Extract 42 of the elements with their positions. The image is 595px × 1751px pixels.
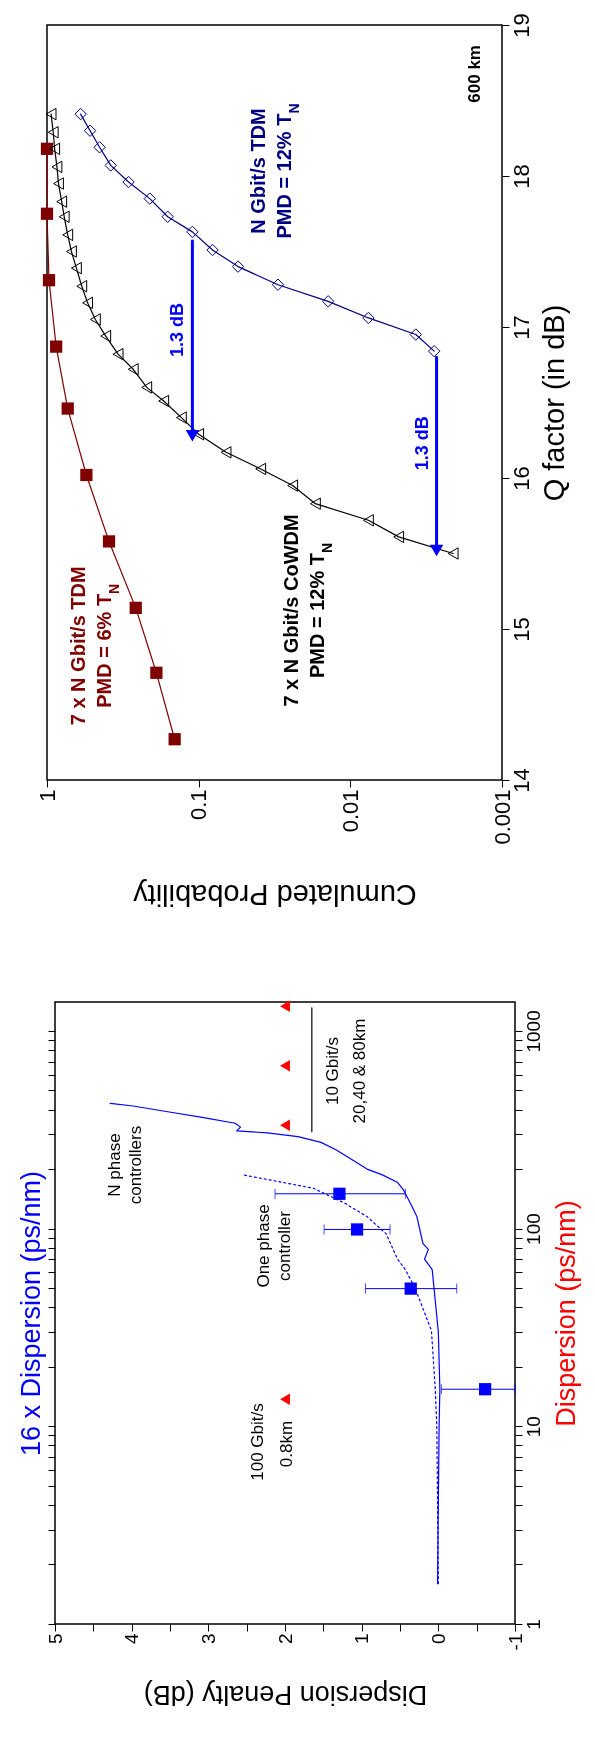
point (350, 1223, 364, 1236)
annotation: 0.8km (277, 1420, 296, 1468)
y-tick-label: 1000 (522, 1010, 544, 1053)
annotation: 100 Gbit/s (248, 1403, 267, 1481)
annotation: One phase controller (254, 1204, 295, 1288)
y-tick-label: 100 (522, 1213, 544, 1245)
point (280, 1119, 290, 1132)
x-tick-label: -1 (504, 1633, 526, 1651)
y-axis-title: Q factor (in dB) (537, 304, 570, 502)
x-tick-label: 0.1 (186, 789, 212, 821)
x-tick-label: 3 (197, 1633, 219, 1645)
point (333, 1187, 346, 1200)
y-tick-label: 15 (508, 617, 534, 642)
y-tick-label: 17 (508, 315, 534, 340)
annotation: 10 Gbit/s (323, 1036, 342, 1106)
y-tick-label: 18 (508, 164, 534, 189)
y2-axis-title: 16 x Dispersion (ps/nm) (16, 1170, 46, 1457)
point (280, 1060, 290, 1072)
x-tick-label: 1 (34, 789, 60, 802)
annotation: 600 km (465, 45, 484, 103)
y-tick-label: 1 (522, 1619, 544, 1630)
x-tick-label: 0.01 (337, 789, 363, 833)
point (478, 1383, 492, 1396)
x-tick-label: 0 (427, 1633, 449, 1645)
text: 1.3 dB (411, 416, 432, 471)
y-tick-label: 10 (522, 1416, 544, 1438)
x-tick-label: 2 (274, 1633, 296, 1645)
annotation: N phase controllers (105, 1125, 146, 1205)
x-axis-title: Cumulated Probability (132, 878, 417, 911)
point (280, 1393, 290, 1405)
y-tick-label: 16 (508, 466, 534, 491)
point (404, 1282, 417, 1295)
x-tick-label: 1 (351, 1633, 373, 1645)
y-tick-label: 19 (508, 13, 534, 38)
x-tick-label: 4 (121, 1633, 143, 1645)
x-tick-label: 5 (44, 1633, 66, 1645)
y-axis-title: Dispersion (ps/nm) (550, 1200, 581, 1427)
annotation: 20,40 & 80km (350, 1018, 369, 1124)
text: 1.3 dB (167, 302, 188, 357)
x-tick-label: 0.001 (489, 789, 515, 845)
x-axis-title: Dispersion Penalty (dB) (143, 1680, 428, 1711)
point (280, 1000, 290, 1012)
